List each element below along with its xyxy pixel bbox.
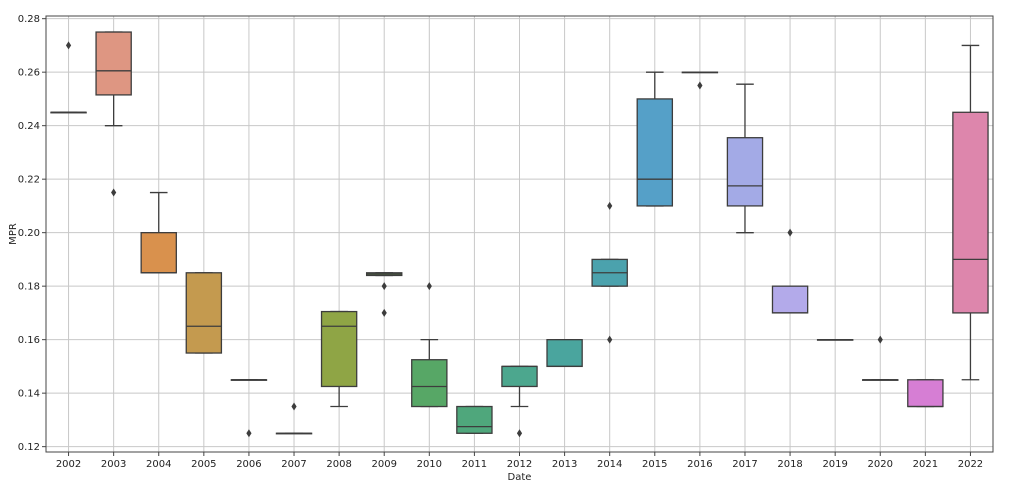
y-tick-label: 0.18 — [18, 282, 40, 293]
outlier-marker — [787, 228, 793, 237]
outlier-marker — [607, 335, 613, 344]
x-tick-label: 2015 — [642, 459, 667, 470]
x-axis-title: Date — [508, 472, 532, 483]
box-2014 — [591, 201, 628, 344]
box-2021 — [907, 379, 944, 408]
box-body — [501, 365, 538, 388]
y-axis-title: MPR — [8, 223, 19, 245]
x-tick-label: 2013 — [552, 459, 577, 470]
y-tick-label: 0.26 — [18, 68, 40, 79]
x-tick-label: 2006 — [236, 459, 261, 470]
x-tick-label: 2012 — [507, 459, 532, 470]
x-tick-label: 2009 — [371, 459, 396, 470]
box-2022 — [952, 44, 989, 381]
y-tick-label: 0.22 — [18, 175, 40, 186]
outlier-marker — [697, 81, 703, 90]
x-tick-label: 2005 — [191, 459, 216, 470]
x-tick-label: 2022 — [958, 459, 983, 470]
box-2008 — [320, 310, 358, 408]
x-tick-label: 2002 — [56, 459, 81, 470]
outlier-marker — [246, 429, 252, 438]
outlier-marker — [65, 41, 72, 50]
box-2011 — [456, 405, 493, 434]
x-tick-label: 2021 — [913, 459, 938, 470]
box-2015 — [636, 71, 674, 207]
x-tick-label: 2016 — [687, 459, 712, 470]
outlier-marker — [111, 188, 117, 197]
box-body — [636, 98, 674, 207]
y-tick-label: 0.14 — [18, 389, 40, 400]
axis-ticks: 0.12 0.14 0.16 0.18 0.20 0.22 0.24 0.26 0.28 2002… — [18, 14, 983, 470]
box-2018 — [771, 228, 809, 314]
x-tick-label: 2018 — [777, 459, 802, 470]
box-body — [771, 285, 809, 314]
box-body — [95, 31, 132, 96]
box-2004 — [140, 191, 177, 274]
x-tick-label: 2004 — [146, 459, 171, 470]
outlier-marker — [607, 201, 613, 210]
box-2005 — [185, 272, 223, 354]
y-tick-label: 0.20 — [18, 228, 40, 239]
box-2009 — [365, 272, 403, 317]
box-2017 — [726, 83, 764, 234]
x-tick-label: 2010 — [417, 459, 442, 470]
x-tick-label: 2003 — [101, 459, 126, 470]
x-tick-label: 2011 — [462, 459, 487, 470]
box-body — [185, 272, 223, 354]
box-body — [546, 339, 583, 368]
outlier-marker — [877, 335, 883, 344]
box-body — [411, 359, 448, 408]
box-2003 — [95, 31, 132, 197]
y-tick-label: 0.12 — [18, 442, 40, 453]
box-2012 — [501, 365, 538, 438]
y-tick-label: 0.16 — [18, 335, 40, 346]
x-tick-label: 2014 — [597, 459, 622, 470]
y-tick-label: 0.28 — [18, 14, 40, 25]
box-2013 — [546, 339, 583, 368]
box-2007 — [275, 402, 313, 435]
x-tick-label: 2019 — [822, 459, 847, 470]
box-2020 — [862, 335, 899, 381]
outlier-marker — [291, 402, 297, 411]
box-body — [952, 111, 989, 314]
outlier-marker — [426, 282, 432, 291]
box-body — [320, 310, 358, 388]
x-tick-label: 2007 — [281, 459, 306, 470]
x-tick-label: 2020 — [868, 459, 893, 470]
outlier-marker — [381, 308, 387, 317]
box-body — [456, 405, 493, 434]
box-body — [726, 137, 764, 207]
x-tick-label: 2017 — [732, 459, 757, 470]
boxes — [50, 31, 989, 438]
box-2019 — [816, 339, 854, 341]
y-tick-label: 0.24 — [18, 121, 40, 132]
box-2010 — [411, 282, 448, 408]
x-tick-label: 2008 — [326, 459, 351, 470]
outlier-marker — [381, 282, 387, 291]
outlier-marker — [516, 429, 523, 438]
box-2016 — [681, 71, 719, 90]
box-2006 — [230, 379, 268, 438]
box-body — [907, 379, 944, 408]
box-2002 — [50, 41, 87, 114]
box-body — [140, 232, 177, 274]
